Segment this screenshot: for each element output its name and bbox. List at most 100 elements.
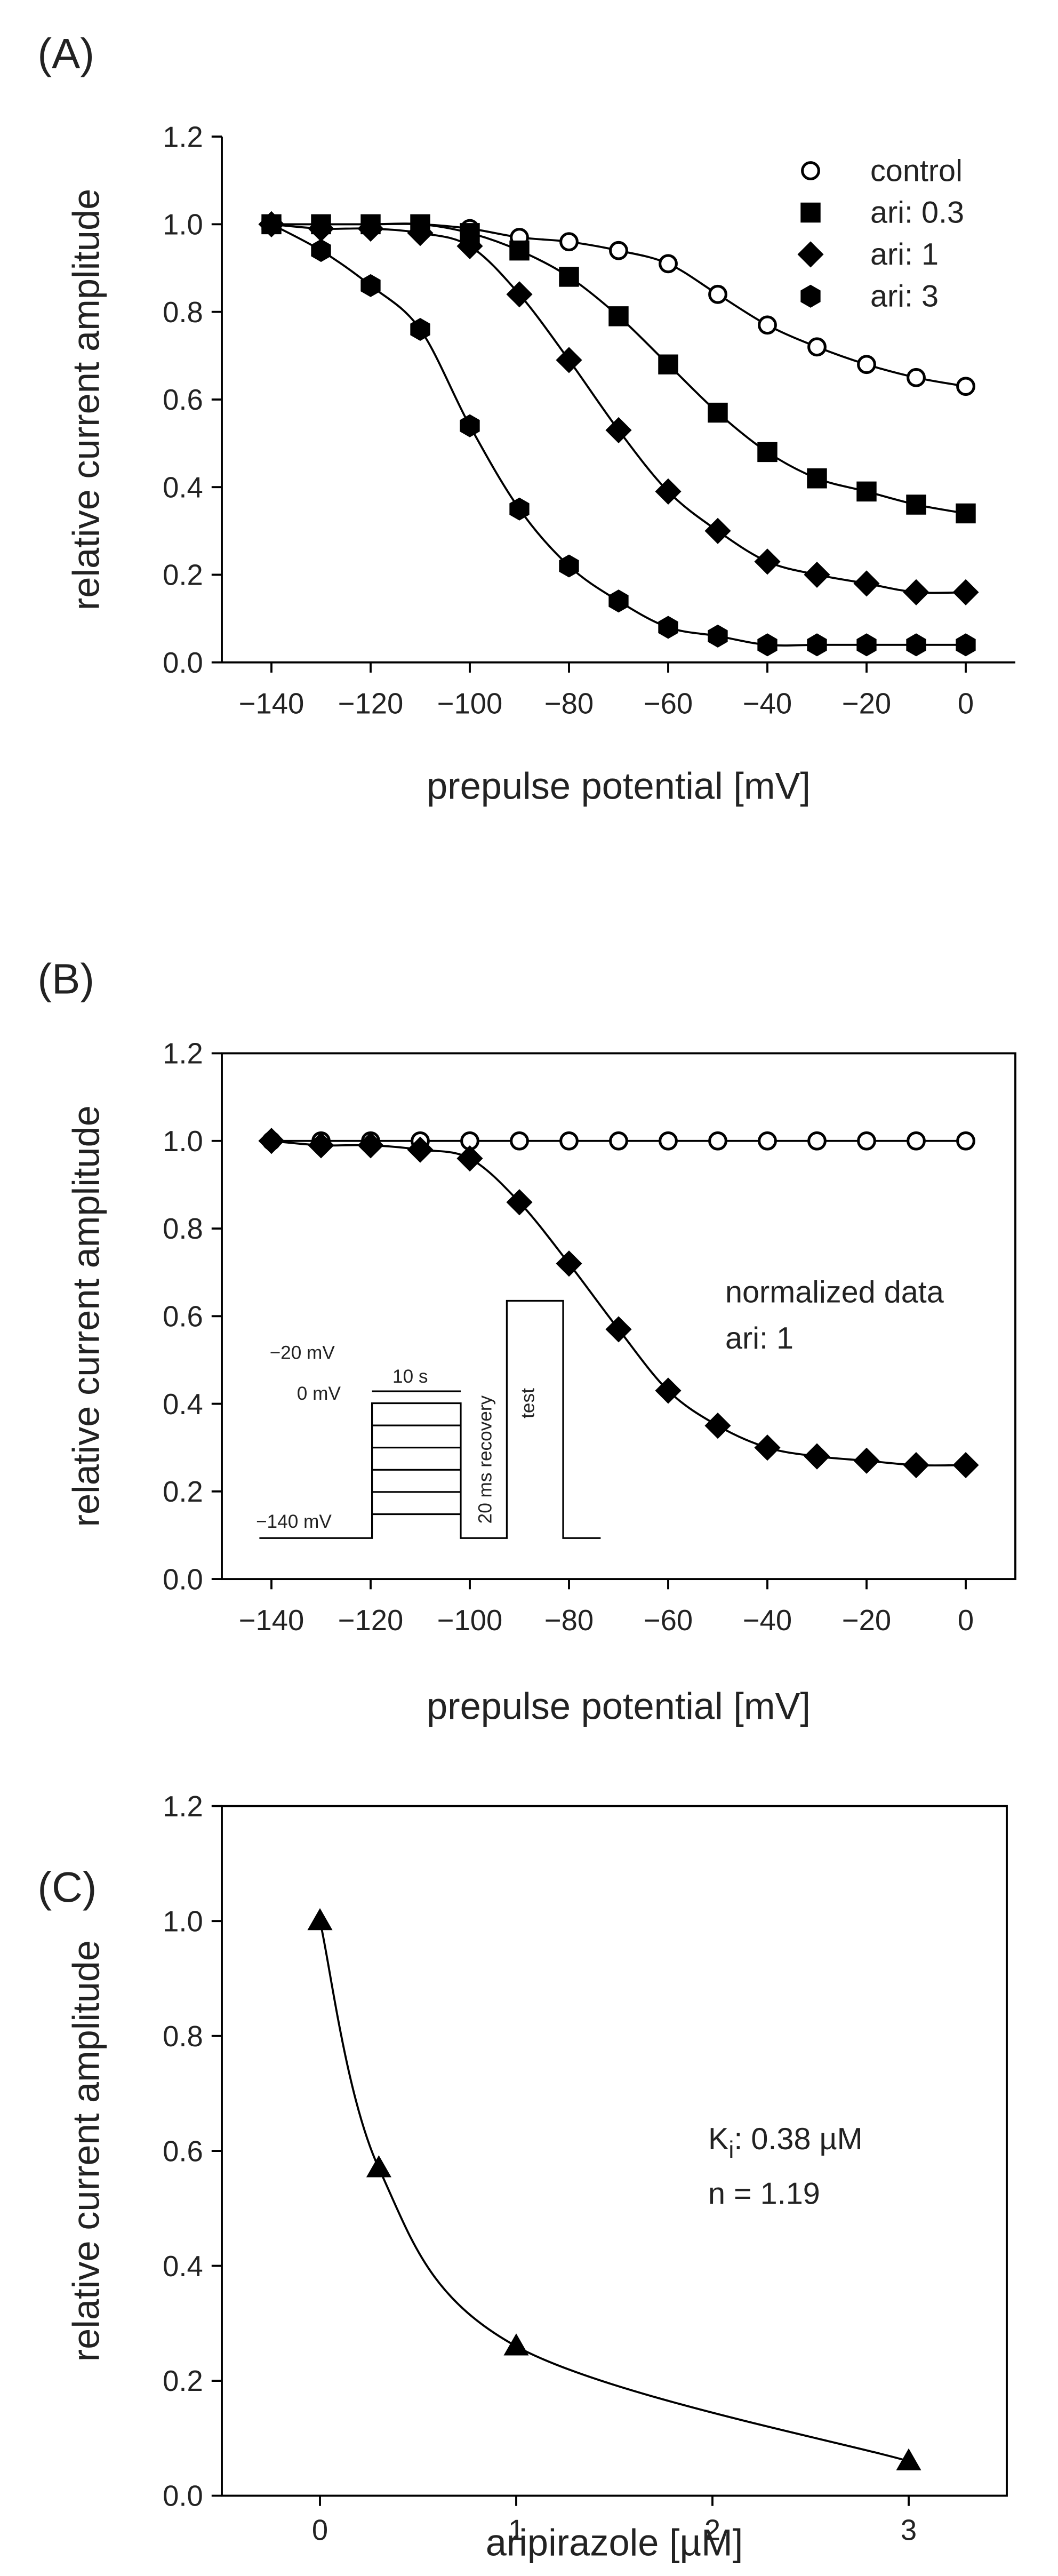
ki-annotation: Ki: 0.38 µM [708,2122,863,2163]
x-tick-label: −60 [644,1604,693,1637]
y-tick-label: 0.0 [163,2480,203,2513]
marker [559,1131,579,1151]
marker [804,561,830,588]
marker [609,1131,628,1151]
inset-label: −20 mV [270,1342,335,1363]
marker [804,1443,830,1470]
marker [659,254,678,274]
marker [509,497,530,521]
legend-label: ari: 1 [870,237,939,272]
marker [510,1131,529,1151]
marker [896,2448,921,2470]
legend-marker [801,161,820,181]
annotation: ari: 1 [725,1321,794,1355]
y-tick-label: 1.0 [163,1125,203,1158]
x-axis-label: aripirazole [µM] [486,2522,743,2564]
marker [754,1434,781,1461]
marker [952,1452,979,1479]
marker [308,1132,334,1159]
ki-subscript: i [728,2136,734,2163]
x-tick-label: −100 [437,688,503,720]
marker [608,589,629,613]
legend-marker [800,202,821,223]
panel-label: (B) [37,955,94,1003]
plot-frame [221,1805,1008,2497]
inset-label: 0 mV [297,1383,341,1404]
x-tick-label: −120 [338,1604,404,1637]
marker [559,232,579,252]
x-tick-label: −140 [239,688,304,720]
marker [704,1413,731,1439]
x-tick-label: −60 [644,688,693,720]
marker [556,1250,582,1277]
y-tick-label: 0.8 [163,1213,203,1245]
x-tick-label: −20 [842,1604,891,1637]
panel-label: (C) [37,1863,97,1911]
marker [704,517,731,544]
marker [757,633,778,657]
marker [655,478,682,505]
y-axis-label: relative current amplitude [65,1940,107,2362]
marker [357,1132,384,1159]
marker [956,503,976,524]
x-tick-label: −40 [743,1604,792,1637]
marker [952,579,979,605]
marker [311,239,331,262]
marker [754,548,781,575]
marker [906,633,926,657]
marker [559,554,579,578]
marker [357,216,384,242]
marker [757,442,778,462]
marker [807,1131,827,1151]
marker [856,481,877,502]
marker [456,1145,483,1172]
x-tick-label: 3 [901,2514,917,2547]
marker [856,633,877,657]
y-tick-label: 1.2 [163,121,203,153]
marker [506,1189,533,1216]
marker [407,220,434,246]
marker [807,337,827,357]
x-axis-label: prepulse potential [mV] [427,765,811,807]
marker [605,1316,632,1343]
marker [807,633,827,657]
marker [506,281,533,308]
y-tick-label: 1.0 [163,209,203,241]
marker [258,1128,285,1154]
fit-curve [319,1920,909,2462]
y-tick-label: 0.0 [163,1563,203,1596]
marker [460,223,480,243]
marker [708,402,728,423]
marker [605,417,632,443]
marker [708,284,727,304]
marker [906,495,926,515]
ki-symbol: K [708,2122,728,2156]
marker [857,1131,876,1151]
legend-marker [797,241,824,268]
legend-label: ari: 3 [870,280,939,314]
marker [903,1452,929,1479]
x-tick-label: 0 [958,1604,974,1637]
annotation: normalized data [725,1275,944,1310]
inset-label: −140 mV [256,1511,332,1532]
x-tick-label: −80 [544,688,594,720]
marker [456,233,483,260]
marker [807,468,827,489]
marker [907,368,926,387]
marker [556,347,582,373]
protocol-trace [259,1299,601,1539]
y-tick-label: 0.4 [163,1388,203,1421]
marker [658,616,678,639]
marker [857,355,876,374]
marker [907,1131,926,1151]
x-tick-label: −20 [842,688,891,720]
marker [509,240,530,261]
legend-label: ari: 0.3 [870,196,964,230]
marker [460,414,480,437]
marker [261,212,282,236]
x-axis-label: prepulse potential [mV] [427,1685,811,1727]
y-tick-label: 0.4 [163,2250,203,2283]
marker [407,1136,434,1163]
